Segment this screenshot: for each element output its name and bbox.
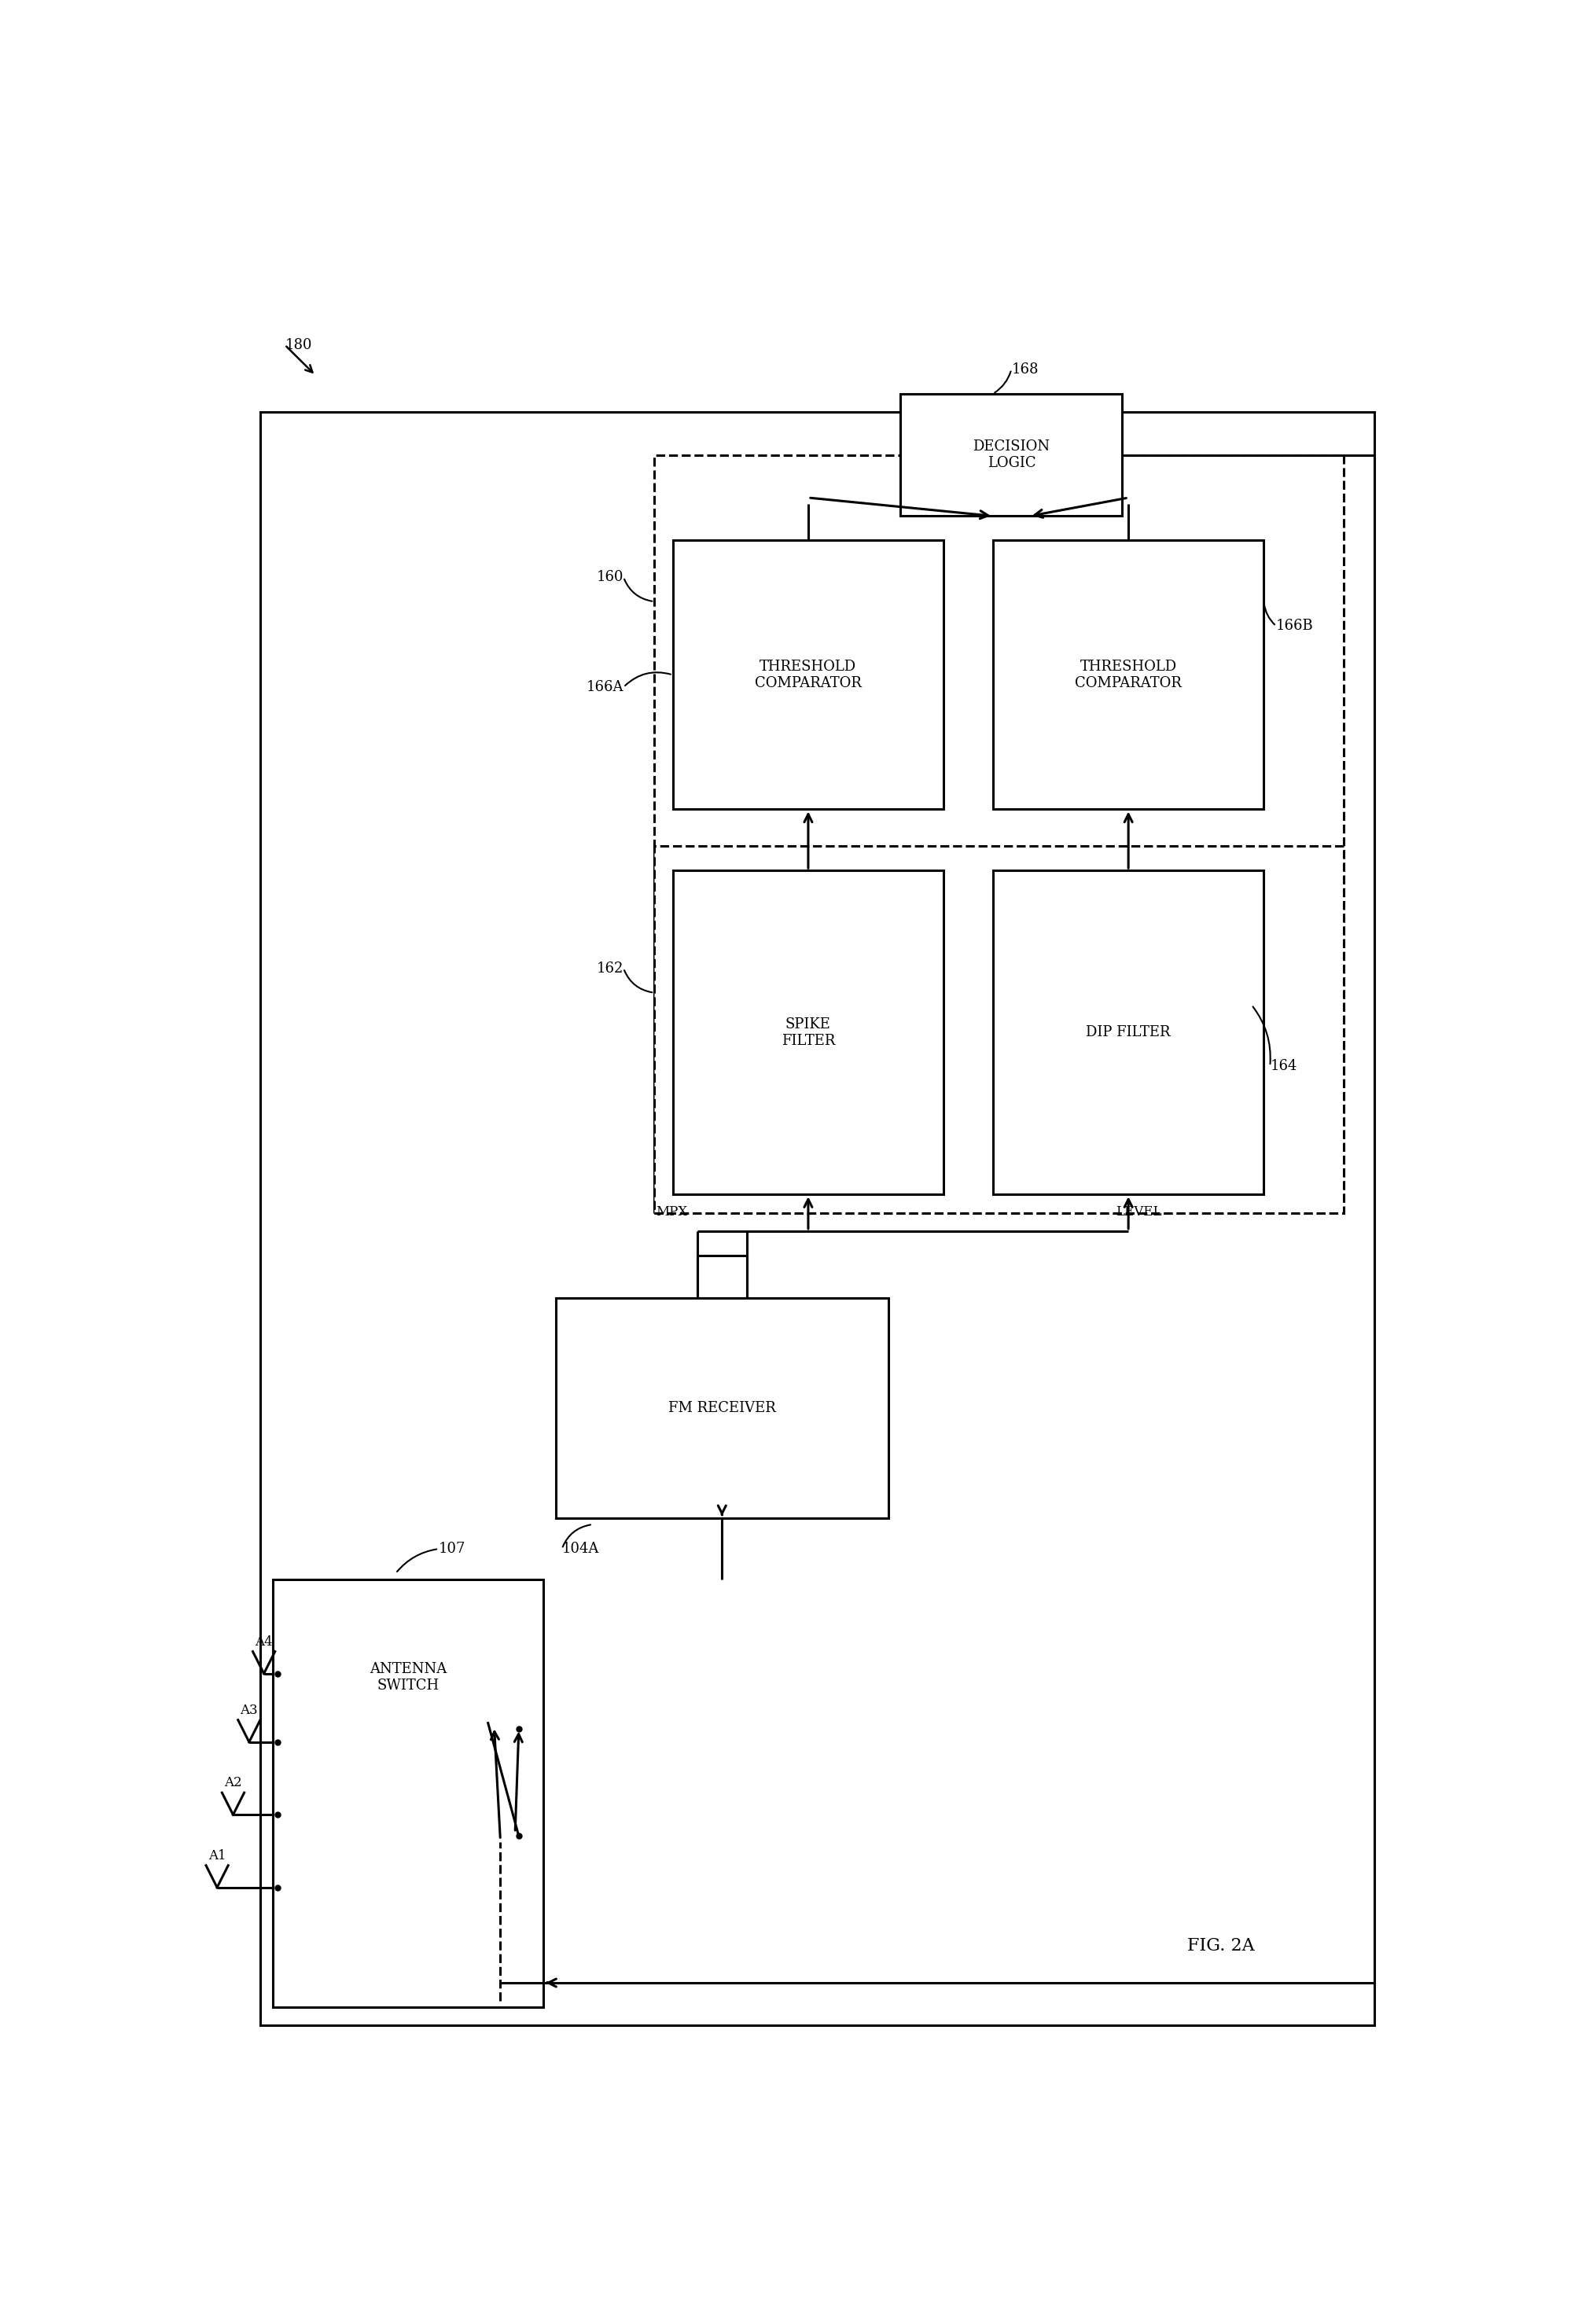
Text: 162: 162	[596, 962, 623, 976]
Text: 166A: 166A	[586, 681, 623, 695]
Text: 104A: 104A	[563, 1541, 599, 1557]
Bar	[993, 872, 1263, 1195]
Bar	[655, 456, 1344, 1213]
Text: THRESHOLD
COMPARATOR: THRESHOLD COMPARATOR	[1076, 660, 1182, 690]
Text: DECISION
LOGIC: DECISION LOGIC	[972, 439, 1050, 469]
Text: A3: A3	[240, 1703, 257, 1717]
Bar	[556, 1299, 888, 1518]
Text: LEVEL: LEVEL	[1115, 1206, 1162, 1218]
Text: THRESHOLD
COMPARATOR: THRESHOLD COMPARATOR	[755, 660, 861, 690]
Text: 160: 160	[596, 569, 623, 583]
Text: 180: 180	[284, 337, 311, 351]
Bar	[901, 393, 1122, 516]
Text: FIG. 2A: FIG. 2A	[1187, 1938, 1254, 1954]
Bar	[672, 872, 944, 1195]
Text: 166B: 166B	[1276, 618, 1314, 632]
Text: MPX: MPX	[656, 1206, 688, 1218]
Text: A4: A4	[254, 1636, 273, 1648]
Bar	[273, 1580, 543, 2008]
Text: A1: A1	[208, 1850, 226, 1862]
Text: 164: 164	[1270, 1060, 1297, 1074]
Bar	[655, 846, 1344, 1213]
Text: FM RECEIVER: FM RECEIVER	[669, 1401, 775, 1415]
Bar	[672, 541, 944, 809]
Text: A2: A2	[224, 1776, 242, 1789]
Text: ANTENNA
SWITCH: ANTENNA SWITCH	[369, 1662, 447, 1692]
Bar	[993, 541, 1263, 809]
Text: 168: 168	[1012, 363, 1039, 376]
Text: 107: 107	[439, 1541, 466, 1557]
Text: SPIKE
FILTER: SPIKE FILTER	[782, 1018, 836, 1048]
Text: DIP FILTER: DIP FILTER	[1087, 1025, 1171, 1039]
